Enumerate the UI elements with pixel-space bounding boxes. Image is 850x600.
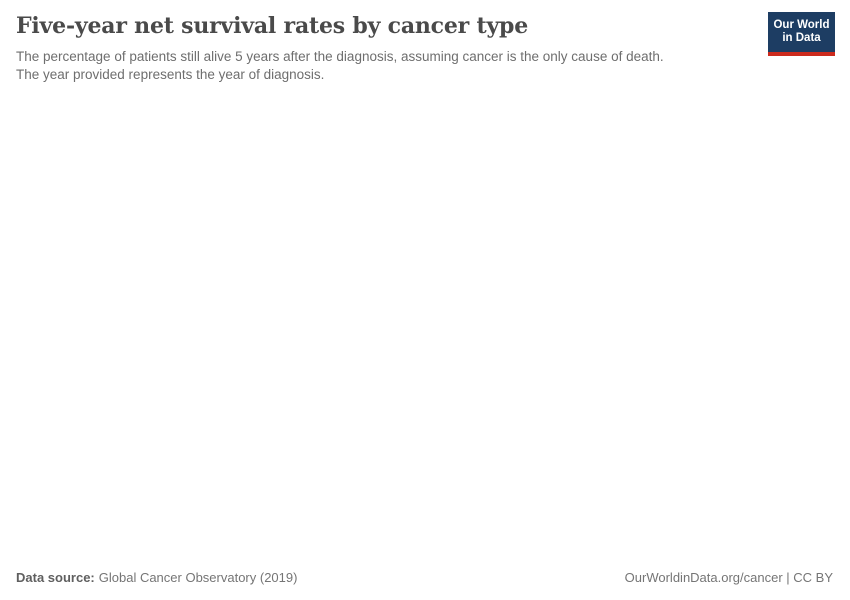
chart-footer: Data source: Global Cancer Observatory (2… [16, 570, 833, 586]
attribution-link[interactable]: OurWorldinData.org/cancer | CC BY [624, 570, 833, 585]
chart-subtitle-line-1: The percentage of patients still alive 5… [16, 48, 664, 64]
chart-subtitle-line-2: The year provided represents the year of… [16, 66, 325, 82]
chart-plot-area [16, 100, 834, 555]
chart-subtitle: The percentage of patients still alive 5… [16, 48, 736, 84]
data-source-label: Data source: [16, 570, 95, 585]
owid-logo[interactable]: Our World in Data [768, 12, 835, 56]
owid-logo-line-2: in Data [782, 32, 821, 44]
chart-title: Five-year net survival rates by cancer t… [16, 13, 529, 39]
data-source-value: Global Cancer Observatory (2019) [98, 570, 298, 585]
chart-header: Five-year net survival rates by cancer t… [0, 0, 850, 84]
data-source: Data source: Global Cancer Observatory (2… [16, 570, 297, 586]
owid-logo-line-1: Our World [773, 19, 830, 31]
